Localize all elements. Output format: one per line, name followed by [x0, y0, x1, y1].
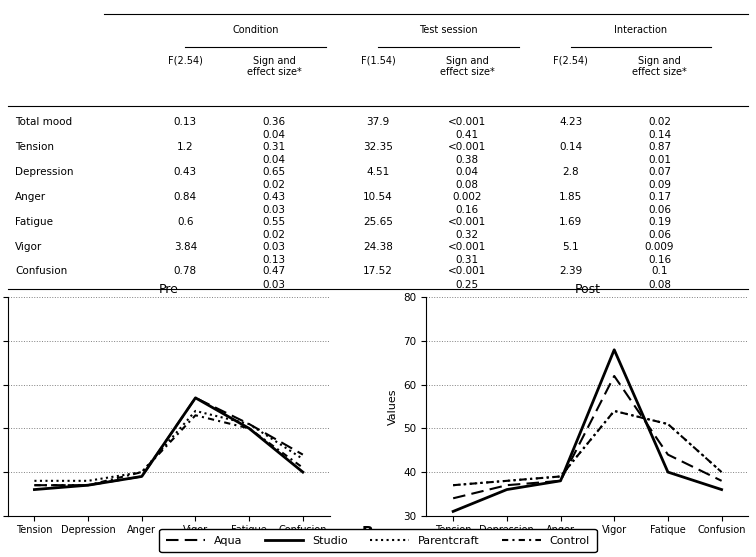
Text: 0.16: 0.16 [648, 255, 671, 265]
Text: <0.001: <0.001 [448, 217, 486, 227]
Text: Depression: Depression [15, 167, 73, 177]
Text: 0.87: 0.87 [648, 141, 671, 152]
Text: 25.65: 25.65 [363, 217, 393, 227]
Text: F(1.54): F(1.54) [361, 56, 395, 66]
Text: Sign and
effect size*: Sign and effect size* [439, 56, 494, 77]
Text: 2.8: 2.8 [562, 167, 579, 177]
Text: 0.1: 0.1 [651, 266, 668, 276]
Text: 0.02: 0.02 [263, 180, 286, 190]
Text: 1.85: 1.85 [559, 192, 582, 202]
Text: 0.04: 0.04 [263, 155, 286, 165]
Text: 0.02: 0.02 [263, 230, 286, 240]
Text: 0.43: 0.43 [174, 167, 197, 177]
Text: 0.04: 0.04 [455, 167, 479, 177]
Text: 0.65: 0.65 [263, 167, 286, 177]
Text: 2.39: 2.39 [559, 266, 582, 276]
Text: <0.001: <0.001 [448, 141, 486, 152]
Text: <0.001: <0.001 [448, 242, 486, 252]
Text: Sign and
effect size*: Sign and effect size* [632, 56, 687, 77]
Text: 0.02: 0.02 [648, 117, 671, 127]
Y-axis label: Values: Values [388, 388, 398, 425]
Text: 32.35: 32.35 [363, 141, 393, 152]
Text: 0.002: 0.002 [452, 192, 482, 202]
Text: 24.38: 24.38 [363, 242, 393, 252]
Text: 37.9: 37.9 [367, 117, 389, 127]
Text: 0.19: 0.19 [648, 217, 671, 227]
Text: <0.001: <0.001 [448, 117, 486, 127]
Text: 0.01: 0.01 [648, 155, 671, 165]
Text: 1.2: 1.2 [177, 141, 194, 152]
Text: 0.06: 0.06 [648, 230, 671, 240]
Text: 0.04: 0.04 [263, 130, 286, 140]
Text: 0.41: 0.41 [455, 130, 479, 140]
Text: 0.55: 0.55 [263, 217, 286, 227]
Text: Fatigue: Fatigue [15, 217, 53, 227]
Text: 0.03: 0.03 [263, 280, 286, 290]
Text: Anger: Anger [15, 192, 46, 202]
Text: 0.38: 0.38 [455, 155, 479, 165]
Text: F(2.54): F(2.54) [553, 56, 588, 66]
Text: 0.03: 0.03 [263, 205, 286, 215]
Text: Vigor: Vigor [15, 242, 42, 252]
Text: 0.09: 0.09 [648, 180, 671, 190]
Text: 4.23: 4.23 [559, 117, 582, 127]
Text: 0.6: 0.6 [177, 217, 194, 227]
Text: 0.08: 0.08 [455, 180, 479, 190]
Text: Condition: Condition [233, 25, 279, 35]
Text: 17.52: 17.52 [363, 266, 393, 276]
Text: 1.69: 1.69 [559, 217, 582, 227]
Text: 0.16: 0.16 [455, 205, 479, 215]
Text: 0.84: 0.84 [174, 192, 197, 202]
Text: 0.47: 0.47 [263, 266, 286, 276]
Text: Confusion: Confusion [15, 266, 67, 276]
Text: 0.78: 0.78 [174, 266, 197, 276]
Text: B: B [362, 526, 373, 541]
Text: 0.17: 0.17 [648, 192, 671, 202]
Text: 0.32: 0.32 [455, 230, 479, 240]
Text: 0.009: 0.009 [645, 242, 674, 252]
Text: 0.36: 0.36 [263, 117, 286, 127]
Text: * Effect size is partial η².: * Effect size is partial η². [15, 303, 127, 312]
Text: F(2.54): F(2.54) [168, 56, 203, 66]
Text: 0.13: 0.13 [174, 117, 197, 127]
Text: Sign and
effect size*: Sign and effect size* [247, 56, 302, 77]
Text: 0.06: 0.06 [648, 205, 671, 215]
Text: 5.1: 5.1 [562, 242, 579, 252]
Text: 0.13: 0.13 [263, 255, 286, 265]
Text: 0.31: 0.31 [455, 255, 479, 265]
Text: 0.03: 0.03 [263, 242, 286, 252]
Text: Test session: Test session [419, 25, 478, 35]
Title: Pre: Pre [159, 283, 178, 296]
Text: 4.51: 4.51 [367, 167, 389, 177]
Text: 0.25: 0.25 [455, 280, 479, 290]
Text: 3.84: 3.84 [174, 242, 197, 252]
Text: Total mood: Total mood [15, 117, 72, 127]
Text: 10.54: 10.54 [363, 192, 393, 202]
Text: 0.14: 0.14 [648, 130, 671, 140]
Text: Interaction: Interaction [615, 25, 668, 35]
Title: Post: Post [575, 283, 600, 296]
Legend: Aqua, Studio, Parentcraft, Control: Aqua, Studio, Parentcraft, Control [160, 529, 596, 552]
Text: 0.43: 0.43 [263, 192, 286, 202]
Text: Tension: Tension [15, 141, 54, 152]
Text: 0.07: 0.07 [648, 167, 671, 177]
Text: 0.08: 0.08 [648, 280, 671, 290]
Text: 0.14: 0.14 [559, 141, 582, 152]
Text: 0.31: 0.31 [263, 141, 286, 152]
Text: <0.001: <0.001 [448, 266, 486, 276]
